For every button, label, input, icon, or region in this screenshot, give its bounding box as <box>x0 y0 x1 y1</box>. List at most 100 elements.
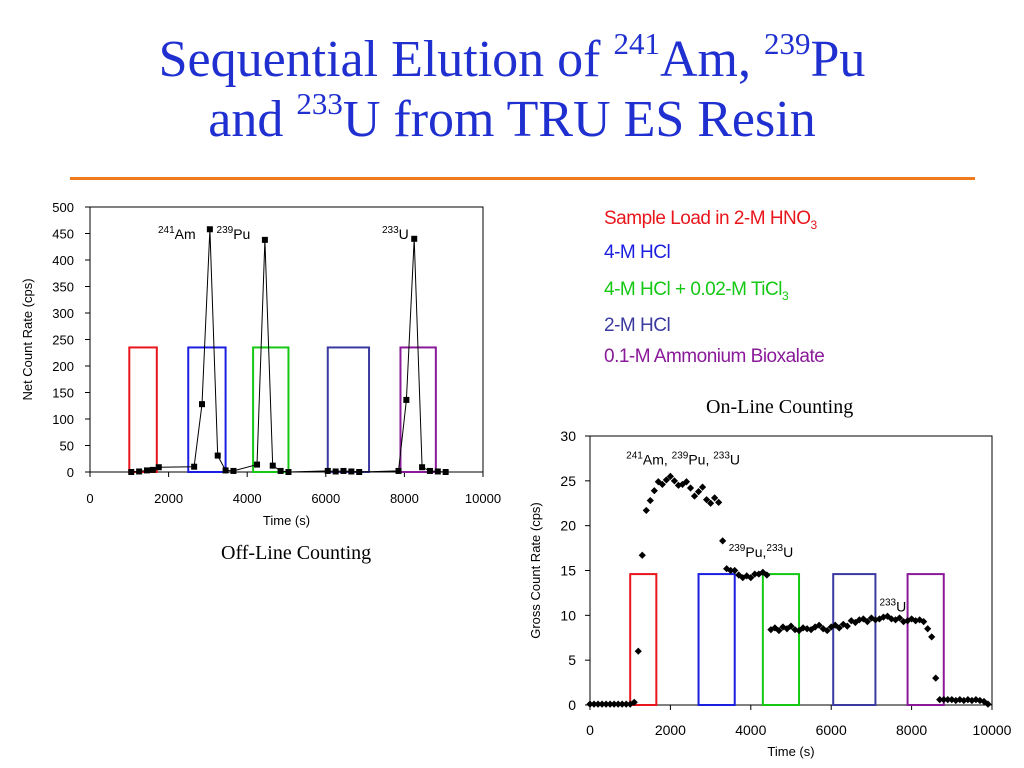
data-point <box>783 625 791 633</box>
annotation-symbol: U <box>896 599 906 615</box>
data-point <box>948 696 956 704</box>
data-point <box>658 480 666 489</box>
data-point <box>707 499 715 507</box>
data-point <box>642 506 650 515</box>
data-point <box>859 615 867 623</box>
data-point <box>674 481 683 489</box>
y-tick-label: 450 <box>52 227 74 242</box>
data-point <box>924 625 932 633</box>
data-point <box>682 478 691 486</box>
legend-text: 4-M HCl <box>604 242 671 263</box>
y-tick-label: 20 <box>560 518 576 534</box>
data-point <box>719 537 727 545</box>
legend-item-4m-hcl: 4-M HCl <box>604 242 671 264</box>
annotation-symbol: U <box>399 226 409 242</box>
data-point <box>690 492 699 500</box>
data-point <box>356 469 363 475</box>
data-point <box>206 226 213 233</box>
data-point <box>214 452 221 459</box>
data-point <box>261 236 268 243</box>
elution-window-box <box>697 573 736 706</box>
legend-item-2m-hcl: 2-M HCl <box>604 315 671 337</box>
data-point <box>871 616 880 624</box>
title-and: and <box>208 91 297 148</box>
data-point <box>819 625 827 633</box>
data-point <box>678 480 687 489</box>
data-point <box>324 467 331 474</box>
x-tick-label: 8000 <box>896 722 927 738</box>
data-point <box>735 571 743 579</box>
y-tick-label: 50 <box>60 439 74 454</box>
annotation-mass-number: 239 <box>672 451 689 462</box>
x-tick-label: 0 <box>86 491 93 506</box>
y-tick-label: 10 <box>560 607 576 623</box>
y-tick-label: 200 <box>52 359 74 374</box>
elution-window-box <box>906 573 945 706</box>
x-tick-label: 4000 <box>735 722 766 738</box>
data-point <box>775 626 783 635</box>
data-point <box>715 498 723 506</box>
x-axis-label: Time (s) <box>263 513 310 528</box>
y-tick-label: 100 <box>52 412 74 427</box>
data-point <box>442 469 449 475</box>
title-divider <box>70 177 975 180</box>
y-axis-label: Gross Count Rate (cps) <box>528 502 543 639</box>
y-tick-label: 400 <box>52 253 74 268</box>
data-point <box>751 570 759 578</box>
data-point <box>650 487 658 495</box>
data-point <box>932 674 940 682</box>
data-point <box>143 467 150 474</box>
x-tick-label: 2000 <box>154 491 183 506</box>
title-line-1: Sequential Elution of 241Am, 239Pu <box>0 28 1024 90</box>
y-tick-label: 25 <box>560 473 576 489</box>
data-point <box>222 467 229 474</box>
elution-window-box <box>761 573 801 706</box>
data-point <box>731 566 739 575</box>
annotation-mass-number: 241 <box>626 451 643 462</box>
annotation-mass-number: 233 <box>766 543 783 554</box>
data-point <box>727 566 735 575</box>
chart-online: 0 2000 4000 6000 8000 10000 0 5 10 15 20 25 30 Time (… <box>528 428 1012 759</box>
plot-frame <box>89 206 484 473</box>
x-tick-label: 4000 <box>233 491 262 506</box>
data-point <box>928 633 936 641</box>
data-point <box>348 468 355 475</box>
data-point <box>803 625 811 633</box>
x-tick-label: 2000 <box>655 722 686 738</box>
data-point <box>411 235 418 242</box>
data-point <box>638 551 646 559</box>
data-point <box>666 472 674 480</box>
peak-annotation: 241Am, 239Pu, 233U <box>626 451 740 468</box>
annotation-symbol: Am, <box>643 452 672 468</box>
title-pu-mass: 239 <box>764 25 811 61</box>
annotation-mass-number: 239 <box>729 543 746 554</box>
data-point <box>634 647 642 655</box>
peak-annotation: 241Am <box>158 225 196 242</box>
annotation-symbol: Pu, <box>688 452 713 468</box>
data-point <box>340 467 347 474</box>
series-line <box>131 229 446 473</box>
data-point <box>646 496 654 505</box>
data-point <box>434 468 441 475</box>
legend-item-bioxalate: 0.1-M Ammonium Bioxalate <box>604 346 825 368</box>
data-point <box>191 463 198 470</box>
data-point <box>759 568 767 576</box>
peak-annotation: 239Pu <box>217 225 251 242</box>
caption-online: On-Line Counting <box>706 396 854 418</box>
y-tick-label: 150 <box>52 386 74 401</box>
data-point <box>831 621 839 629</box>
legend-subscript: 3 <box>781 288 789 303</box>
data-point <box>662 476 670 484</box>
title-am-mass: 241 <box>613 25 661 61</box>
data-point <box>936 696 944 704</box>
data-point <box>586 700 594 708</box>
legend-item-sample-load: Sample Load in 2-M HNO3 <box>604 208 817 236</box>
data-point <box>426 467 433 474</box>
y-tick-label: 500 <box>52 200 74 215</box>
legend-text: 2-M HCl <box>604 315 671 336</box>
data-point <box>795 626 803 635</box>
annotation-mass-number: 233 <box>713 451 730 462</box>
data-point <box>771 624 779 632</box>
data-point <box>702 496 711 504</box>
